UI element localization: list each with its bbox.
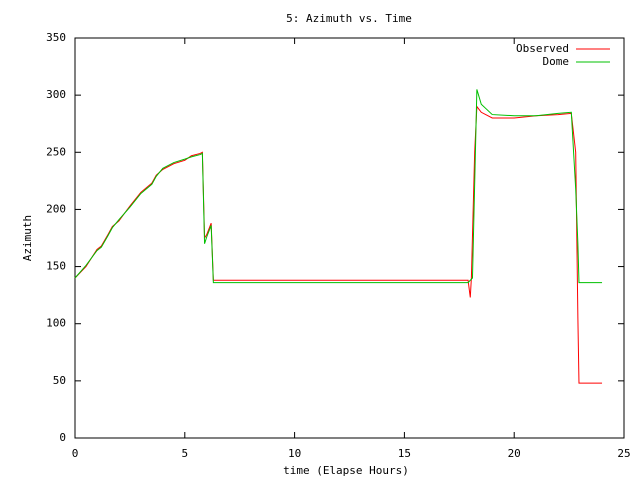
x-tick-label: 20 [508,447,521,460]
y-tick-label: 250 [46,145,66,158]
y-tick-label: 150 [46,260,66,273]
chart-title: 5: Azimuth vs. Time [286,12,412,25]
x-tick-label: 25 [617,447,630,460]
plot-frame [74,37,625,439]
series-line [74,89,603,284]
x-tick-label: 5 [181,447,188,460]
y-axis-label: Azimuth [21,215,34,261]
x-axis-label: time (Elapse Hours) [283,464,409,477]
y-tick-label: 350 [46,31,66,44]
series-line [74,105,603,384]
legend-label: Dome [543,55,570,68]
x-tick-label: 10 [288,447,301,460]
x-tick-label: 0 [72,447,79,460]
y-tick-label: 50 [53,374,66,387]
legend-label: Observed [516,42,569,55]
y-tick-label: 100 [46,317,66,330]
y-tick-label: 200 [46,202,66,215]
y-tick-label: 300 [46,88,66,101]
x-tick-label: 15 [398,447,411,460]
y-tick-label: 0 [59,431,66,444]
